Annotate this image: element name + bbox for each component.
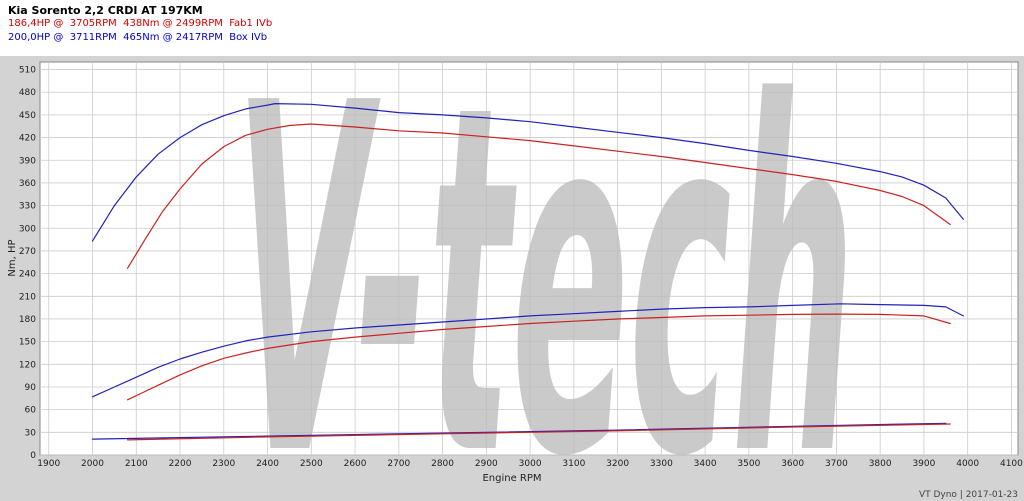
stock-stats: 186,4HP @ 3705RPM 438Nm @ 2499RPM Fab1 I… [8,18,273,29]
y-tick-label: 510 [19,66,36,76]
x-tick-label: 3900 [912,459,935,469]
y-tick-label: 120 [19,360,36,370]
y-tick-label: 360 [19,179,36,189]
y-tick-label: 300 [19,224,36,234]
y-tick-label: 150 [19,338,36,348]
tuned-stats: 200,0HP @ 3711RPM 465Nm @ 2417RPM Box IV… [8,32,268,43]
x-tick-label: 2600 [344,459,367,469]
y-tick-label: 270 [19,247,36,257]
x-tick-label: 2400 [256,459,279,469]
y-tick-label: 210 [19,292,36,302]
x-tick-label: 2200 [169,459,192,469]
y-tick-label: 330 [19,202,36,212]
plot-area [39,61,1019,456]
x-tick-label: 3200 [606,459,629,469]
footer-credit: VT Dyno | 2017-01-23 [918,490,1018,500]
x-tick-label: 4000 [956,459,979,469]
x-tick-label: 3700 [825,459,848,469]
header-band [0,0,1024,56]
x-axis-label: Engine RPM [482,473,542,484]
x-tick-label: 3300 [650,459,673,469]
x-tick-label: 3500 [737,459,760,469]
x-tick-label: 2900 [475,459,498,469]
series-curve-4 [91,422,947,440]
x-tick-label: 3100 [562,459,585,469]
y-tick-label: 420 [19,134,36,144]
y-tick-label: 0 [30,451,36,461]
series-curve-1 [126,123,951,269]
x-tick-label: 4100 [1000,459,1023,469]
x-tick-label: 2000 [81,459,104,469]
y-tick-label: 60 [25,406,37,416]
series-curve-5 [126,423,951,441]
series-curve-2 [91,303,964,398]
x-tick-label: 3800 [869,459,892,469]
x-tick-label: 3600 [781,459,804,469]
x-tick-label: 2800 [431,459,454,469]
series-curve-3 [126,313,951,401]
watermark-logo: V-tech [235,3,855,501]
y-tick-label: 480 [19,88,36,98]
x-tick-label: 3000 [519,459,542,469]
x-tick-label: 2500 [300,459,323,469]
y-tick-label: 390 [19,156,36,166]
x-tick-label: 2700 [387,459,410,469]
x-tick-label: 2100 [125,459,148,469]
y-tick-label: 240 [19,270,36,280]
y-axis-label: Nm, HP [7,239,18,277]
x-tick-label: 2300 [212,459,235,469]
y-tick-label: 180 [19,315,36,325]
x-tick-label: 3400 [694,459,717,469]
series-curve-0 [91,102,964,242]
y-tick-label: 450 [19,111,36,121]
x-tick-label: 1900 [37,459,60,469]
y-tick-label: 90 [25,383,37,393]
page-title: Kia Sorento 2,2 CRDI AT 197KM [8,4,203,17]
y-tick-label: 30 [25,428,37,438]
